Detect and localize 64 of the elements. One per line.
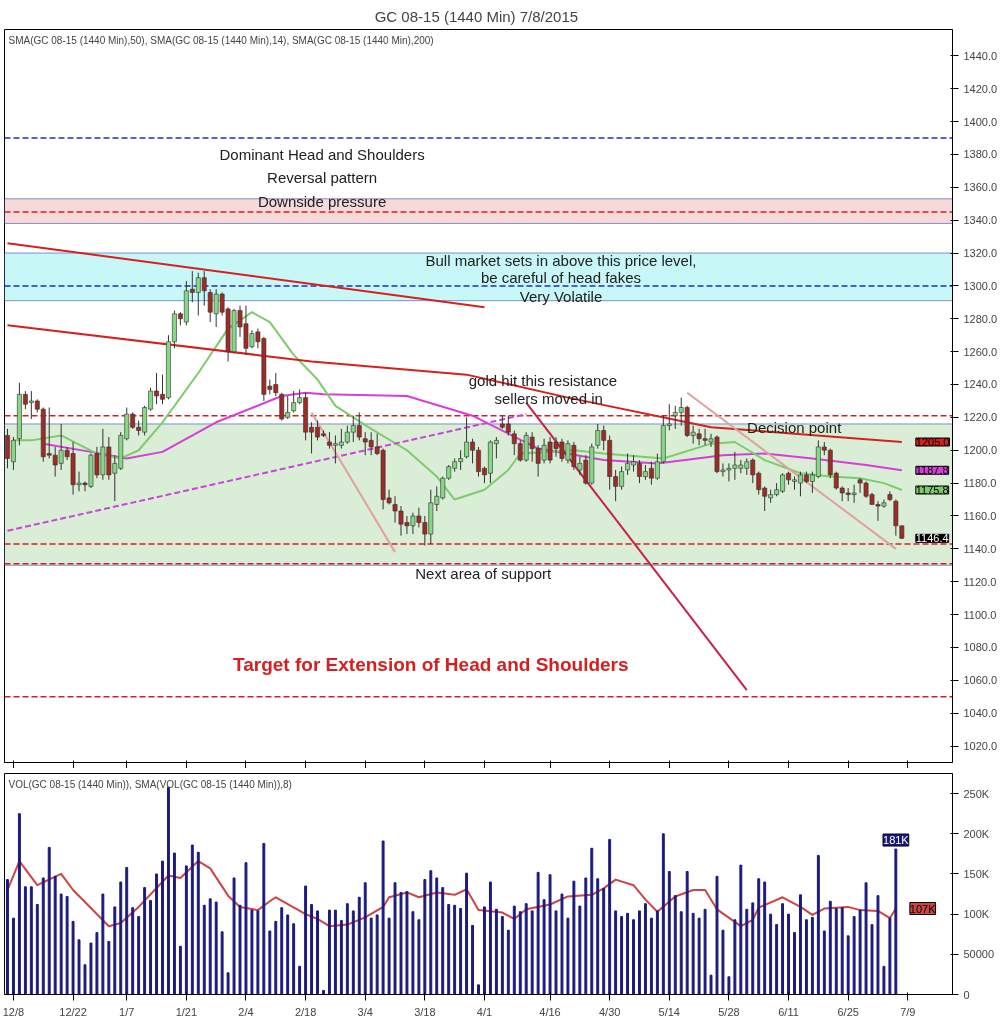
y-tick-label: 1040.0 — [963, 707, 998, 720]
y-tick-label: 1380.0 — [963, 148, 998, 161]
y-tick-label: 1120.0 — [963, 575, 997, 588]
x-tick-label: 4/16 — [539, 1005, 561, 1018]
x-tick-label: 4/30 — [598, 1005, 621, 1018]
annotation: Next area of support — [415, 564, 553, 582]
x-tick-label: 3/4 — [357, 1005, 373, 1018]
y-tick-label: 1100.0 — [963, 608, 997, 621]
text: SMA(GC 08-15 (1440 Min),50), SMA(GC 08-15 (1440 Min),14), SMA(GC 08-15 (1440 Min),200) — [8, 34, 434, 46]
y-tick-label: 1300.0 — [963, 279, 998, 292]
y-tick-label: 1140.0 — [963, 542, 997, 555]
x-tick-label: 2/18 — [294, 1005, 317, 1018]
y-tick-label: 1080.0 — [963, 641, 998, 654]
y-tick-label: 1260.0 — [963, 345, 998, 358]
y-tick-label: 1340.0 — [963, 214, 998, 227]
x-tick-label: 5/14 — [658, 1005, 681, 1018]
x-tick-label: 6/11 — [778, 1005, 799, 1018]
y-tick-label: 1060.0 — [963, 674, 998, 687]
annotation: Very Volatile — [519, 287, 603, 305]
y-tick-label: 150K — [963, 867, 990, 880]
y-tick-label: 250K — [963, 787, 990, 800]
y-tick-label: 1440.0 — [963, 49, 998, 62]
annotation: Dominant Head and Shoulders — [219, 145, 425, 163]
data-label: 107K — [909, 902, 937, 915]
x-tick-label: 7/9 — [900, 1005, 916, 1018]
annotation: Downside pressure — [257, 193, 387, 211]
x-tick-label: 12/22 — [59, 1005, 87, 1018]
x-tick-label: 1/7 — [119, 1005, 135, 1018]
x-tick-label: 3/18 — [414, 1005, 436, 1018]
annotation: Reversal pattern — [267, 169, 378, 187]
y-tick-label: 1220.0 — [963, 411, 998, 424]
line-series — [12, 311, 903, 501]
x-tick-label: 2/4 — [238, 1005, 254, 1018]
annotation: be careful of head fakes — [480, 269, 642, 287]
data-label: 1205.0 — [915, 436, 950, 449]
line-series — [6, 860, 897, 928]
data-label: 1187.8 — [915, 464, 949, 477]
y-tick-label: 1280.0 — [963, 312, 998, 325]
x-tick-label: 4/1 — [476, 1005, 493, 1018]
y-tick-label: 1360.0 — [963, 181, 998, 194]
text: VOL(GC 08-15 (1440 Min)), SMA(VOL(GC 08-15 (1440 Min)),8) — [8, 778, 292, 790]
y-tick-label: 1200.0 — [963, 444, 998, 457]
text: 1146.4 — [915, 532, 949, 545]
ref-line-label: Target for Extension of Head and Shoulders — [233, 653, 629, 675]
data-label: 181K — [883, 834, 910, 847]
chart-title: GC 08-15 (1440 Min) 7/8/2015 — [374, 7, 579, 25]
y-tick-label: 1400.0 — [963, 115, 998, 128]
y-tick-label: 50000 — [963, 948, 995, 961]
data-label: 1175.8 — [915, 484, 949, 497]
annotation: Bull market sets in above this price level, — [425, 251, 697, 269]
x-tick-label: 12/8 — [2, 1005, 25, 1018]
y-tick-label: 1320.0 — [963, 247, 998, 260]
y-tick-label: 1160.0 — [963, 509, 997, 522]
y-tick-label: 1420.0 — [963, 82, 998, 95]
y-tick-label: 1020.0 — [963, 740, 998, 753]
y-tick-label: 200K — [963, 827, 990, 840]
x-tick-label: 1/21 — [175, 1005, 198, 1018]
x-tick-label: 6/25 — [837, 1005, 859, 1018]
y-tick-label: 1240.0 — [963, 378, 998, 391]
annotation: Decision point — [747, 419, 843, 437]
y-tick-label: 1180.0 — [963, 477, 997, 490]
y-tick-label: 0 — [963, 988, 970, 1001]
y-tick-label: 100K — [963, 908, 990, 921]
x-tick-label: 5/28 — [718, 1005, 740, 1018]
